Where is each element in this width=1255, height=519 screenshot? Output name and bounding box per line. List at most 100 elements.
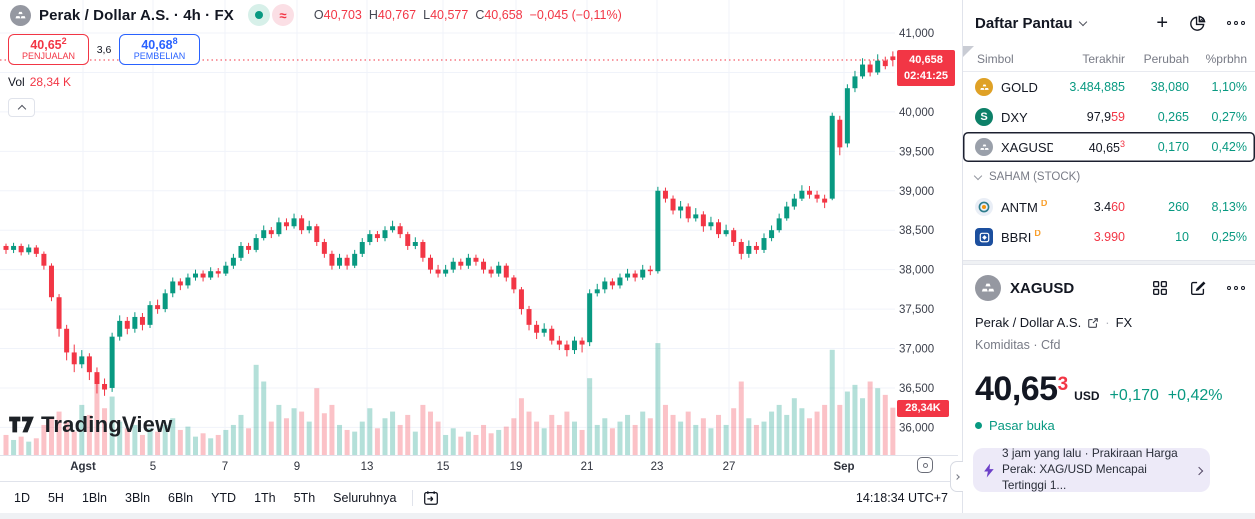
candle xyxy=(162,293,168,310)
volume-bar xyxy=(382,418,388,455)
candle xyxy=(791,198,797,207)
candle xyxy=(693,214,699,219)
panel-collapse-handle[interactable] xyxy=(950,461,963,492)
volume-bar xyxy=(685,411,691,455)
time-tick: 27 xyxy=(723,461,736,473)
volume-bar xyxy=(261,381,267,455)
timezone-settings-icon[interactable] xyxy=(917,457,933,473)
grid-layout-icon[interactable] xyxy=(1151,279,1169,297)
collapse-legend-button[interactable] xyxy=(8,98,35,117)
add-symbol-icon[interactable]: + xyxy=(1156,12,1168,34)
goto-date-icon[interactable] xyxy=(421,489,441,507)
volume-bar xyxy=(177,429,183,455)
range-button-6bln[interactable]: 6Bln xyxy=(168,490,194,505)
range-button-ytd[interactable]: YTD xyxy=(211,490,237,505)
market-open-indicator xyxy=(975,422,982,429)
candle xyxy=(473,257,479,262)
volume-bar xyxy=(731,408,737,455)
candle xyxy=(253,238,259,250)
watchlist-row-dxy[interactable]: S DXY 97,959 0,265 0,27% xyxy=(963,102,1255,132)
volume-bar xyxy=(852,384,858,455)
volume-bar xyxy=(829,349,835,455)
candle xyxy=(382,230,388,239)
clock-readout[interactable]: 14:18:34 UTC+7 xyxy=(855,490,948,505)
symbol-detail-panel: XAGUSD xyxy=(963,265,1255,433)
volume-bar xyxy=(640,411,646,455)
volume-bar xyxy=(632,424,638,455)
range-button-3bln[interactable]: 3Bln xyxy=(125,490,151,505)
volume-bar xyxy=(48,418,54,455)
news-open-icon[interactable] xyxy=(1194,461,1204,479)
watchlist-header: Daftar Pantau + xyxy=(963,0,1255,46)
candle xyxy=(155,305,161,310)
range-button-seluruhnya[interactable]: Seluruhnya xyxy=(333,490,397,505)
watchlist-section-saham-stock-[interactable]: SAHAM (STOCK) xyxy=(963,162,1255,192)
detail-symbol[interactable]: XAGUSD xyxy=(1010,279,1075,297)
volume-bar xyxy=(738,381,744,455)
range-button-5th[interactable]: 5Th xyxy=(293,490,316,505)
candle xyxy=(549,328,555,341)
time-tick: 5 xyxy=(150,461,156,473)
candle xyxy=(412,242,418,246)
external-link-icon[interactable] xyxy=(1087,317,1099,329)
window-bottom-strip xyxy=(0,513,1255,519)
volume-bar xyxy=(526,411,532,455)
news-headline: 3 jam yang lalu · Prakiraan Harga Perak: … xyxy=(1002,446,1178,492)
range-button-1bln[interactable]: 1Bln xyxy=(81,490,107,505)
sell-button[interactable]: 40,652 PENJUALAN xyxy=(8,34,89,65)
panel-divider[interactable] xyxy=(963,260,1255,265)
market-status-badges: ≈ xyxy=(247,4,294,26)
volume-bar xyxy=(147,428,153,455)
detail-more-icon[interactable] xyxy=(1227,286,1245,290)
range-button-1d[interactable]: 1D xyxy=(14,490,30,505)
time-tick: 23 xyxy=(651,461,664,473)
detail-name[interactable]: Perak / Dollar A.S. xyxy=(975,315,1082,330)
range-button-1th[interactable]: 1Th xyxy=(254,490,276,505)
candle xyxy=(139,316,145,325)
price-chart[interactable]: 41,000 40,000 39,500 39,000 38,500 38,000 37,5… xyxy=(0,0,958,480)
candle xyxy=(837,119,843,148)
spread-value: 3,6 xyxy=(96,43,112,56)
volume-value-badge: 28,34K xyxy=(897,400,949,417)
volume-bar xyxy=(352,431,358,455)
range-button-5h[interactable]: 5H xyxy=(47,490,64,505)
approx-price-icon[interactable]: ≈ xyxy=(271,4,294,26)
watchlist-row-bbri[interactable]: BBRI D 3.990 10 0,25% xyxy=(963,222,1255,252)
edit-note-icon[interactable] xyxy=(1189,279,1207,297)
candle xyxy=(246,245,252,250)
watchlist-panel: Daftar Pantau + xyxy=(962,0,1255,519)
volume-bar xyxy=(806,418,812,455)
volume-bar xyxy=(541,428,547,455)
watchlist-row-antm[interactable]: ANTM D 3.460 260 8,13% xyxy=(963,192,1255,222)
candle xyxy=(731,230,737,243)
volume-bar xyxy=(230,424,236,455)
buy-button[interactable]: 40,688 PEMBELIAN xyxy=(119,34,200,65)
last-price-badge: 40,658 02:41:25 xyxy=(897,50,955,86)
candle xyxy=(753,245,759,250)
panel-corner-grip[interactable] xyxy=(963,46,974,57)
candle xyxy=(625,273,631,278)
toolbar-separator xyxy=(412,489,414,506)
news-card[interactable]: 3 jam yang lalu · Prakiraan Harga Perak: … xyxy=(973,446,1210,492)
watchlist-title-menu[interactable]: Daftar Pantau xyxy=(975,15,1087,32)
watchlist-column-headers[interactable]: Simbol Terakhir Perubah %prbhn xyxy=(963,46,1255,72)
candle xyxy=(526,309,532,325)
candle xyxy=(662,190,668,199)
volume-bar xyxy=(700,418,706,455)
pie-chart-icon[interactable] xyxy=(1188,14,1207,33)
watchlist-row-gold[interactable]: GOLD 3.484,885 38,080 1,10% xyxy=(963,72,1255,102)
volume-bar xyxy=(420,404,426,455)
watchlist-row-xagusd[interactable]: XAGUSD 40,653 0,170 0,42% xyxy=(963,132,1255,162)
volume-bar xyxy=(609,428,615,455)
volume-bar xyxy=(450,428,456,455)
volume-legend: Vol 28,34 K xyxy=(8,75,72,89)
candle xyxy=(314,226,320,243)
symbol-logo-icon[interactable] xyxy=(10,4,31,26)
volume-bar xyxy=(26,441,32,455)
volume-bar xyxy=(617,421,623,455)
candle xyxy=(806,190,812,195)
market-open-dot-icon[interactable] xyxy=(247,4,270,26)
watchlist-more-icon[interactable] xyxy=(1227,21,1245,25)
candle xyxy=(443,269,449,274)
symbol-title[interactable]: Perak / Dollar A.S. · 4h · FX xyxy=(39,6,234,24)
